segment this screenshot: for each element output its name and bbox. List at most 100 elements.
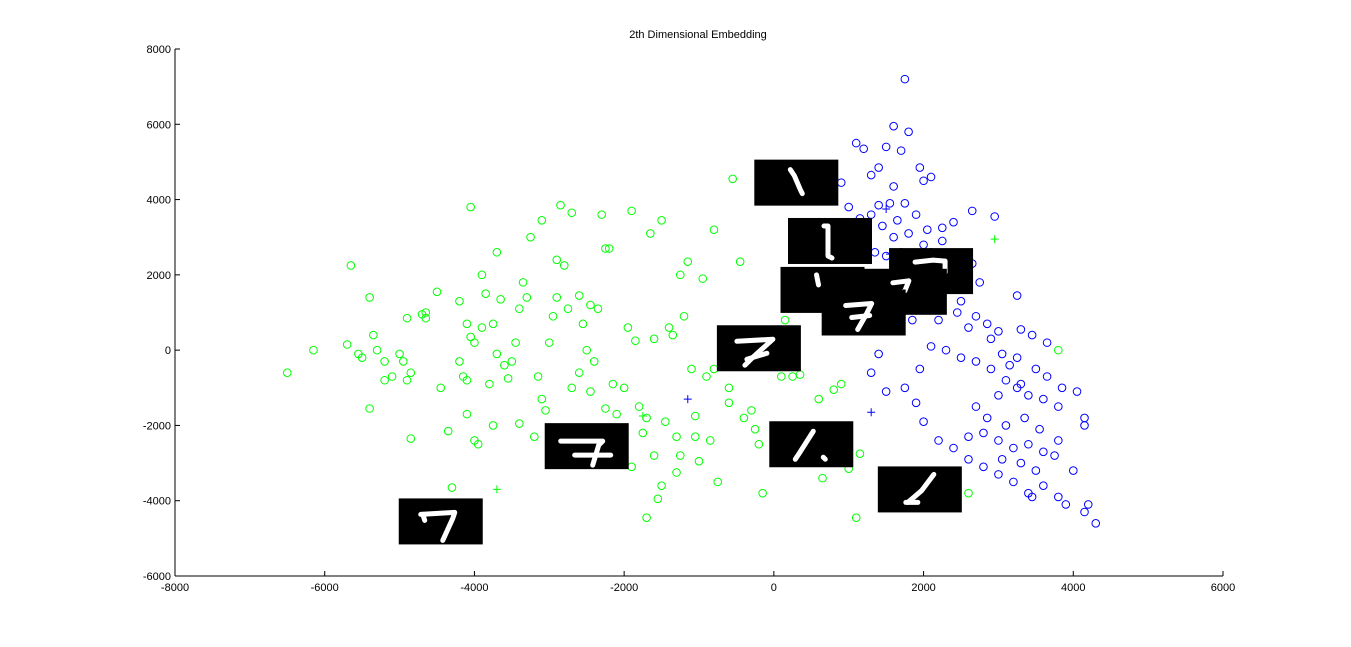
data-point (500, 360, 509, 370)
data-point (911, 398, 921, 408)
data-point (518, 278, 528, 287)
data-point (964, 455, 973, 464)
data-point (709, 225, 719, 234)
data-point (814, 394, 824, 404)
data-point (1068, 466, 1078, 475)
data-point (844, 202, 854, 212)
data-point (1054, 345, 1063, 355)
data-point (874, 163, 883, 172)
data-point (432, 287, 442, 297)
data-point (406, 434, 416, 443)
digit-stroke (744, 350, 770, 362)
data-point (971, 357, 981, 366)
data-point (1080, 421, 1089, 430)
x-tick-label: -8000 (161, 582, 189, 594)
data-point (619, 383, 629, 393)
data-point (589, 357, 599, 366)
image-annotations (398, 159, 974, 545)
data-point (544, 338, 554, 347)
y-tick-label: -6000 (143, 571, 171, 583)
data-point (477, 270, 487, 280)
data-point (608, 379, 618, 389)
thumbnail-background (821, 289, 906, 336)
data-point (986, 364, 996, 374)
chart-title: 2th Dimensional Embedding (629, 29, 767, 41)
data-point (724, 398, 734, 408)
data-point (477, 323, 487, 332)
y-tick-label: 6000 (147, 119, 171, 131)
data-point (836, 379, 846, 389)
y-tick-label: 0 (165, 345, 171, 357)
data-point (926, 172, 936, 182)
data-point (1042, 372, 1052, 381)
data-point (1012, 291, 1022, 300)
data-point (747, 406, 756, 415)
data-point (646, 229, 655, 238)
data-point (282, 368, 292, 378)
data-point (994, 327, 1003, 336)
data-point (522, 293, 532, 302)
series-0 (282, 174, 1063, 522)
data-point (758, 488, 767, 498)
data-point (750, 424, 760, 434)
digit-stroke (849, 313, 873, 320)
data-point (466, 332, 475, 342)
data-point (372, 345, 382, 355)
data-point (548, 311, 558, 321)
digit-thumbnail (398, 498, 483, 545)
data-point (582, 345, 592, 355)
data-point (900, 383, 910, 393)
data-point (937, 236, 947, 246)
digit-stroke (912, 257, 948, 265)
data-point (537, 394, 547, 404)
data-point (526, 232, 535, 242)
data-point (979, 428, 988, 438)
data-point (705, 436, 715, 445)
data-point (1080, 507, 1089, 517)
x-tick-label: 0 (771, 582, 777, 594)
data-point (1054, 436, 1063, 445)
digit-stroke (821, 223, 835, 261)
data-point (990, 212, 999, 221)
data-point-plus (882, 204, 891, 213)
data-point (1091, 519, 1101, 528)
data-point (309, 345, 318, 355)
axes: -8000 -6000 -4000 -2000 0 2000 4000 6000-6000-4… (143, 44, 1235, 594)
data-point (515, 304, 524, 314)
data-point (919, 417, 928, 426)
data-point (889, 121, 898, 131)
data-point (780, 315, 790, 325)
data-point (507, 357, 517, 366)
data-point (1009, 443, 1018, 453)
data-point (533, 372, 543, 381)
data-point (492, 349, 502, 359)
data-point (492, 247, 502, 257)
data-point (986, 334, 996, 344)
data-point (1057, 383, 1067, 393)
data-point (1042, 338, 1052, 347)
data-point (567, 208, 577, 218)
data-point (934, 315, 943, 325)
digit-stroke (792, 428, 816, 462)
data-point (694, 456, 704, 466)
data-point (896, 146, 906, 155)
data-point (994, 391, 1003, 400)
data-point (649, 451, 659, 460)
x-tick-label: 2000 (911, 582, 935, 594)
data-point (657, 481, 666, 490)
y-tick-label: 8000 (147, 44, 171, 56)
digit-stroke (820, 454, 828, 462)
data-point (627, 206, 636, 216)
data-point (1039, 394, 1048, 404)
digit-stroke (420, 511, 428, 523)
digit-stroke (843, 301, 875, 332)
digit-thumbnail (769, 421, 854, 468)
data-point (975, 278, 985, 287)
data-point (1016, 458, 1026, 468)
digit-thumbnail (788, 217, 872, 264)
digit-stroke (787, 167, 805, 197)
data-point (601, 244, 610, 253)
data-point (1005, 360, 1014, 370)
